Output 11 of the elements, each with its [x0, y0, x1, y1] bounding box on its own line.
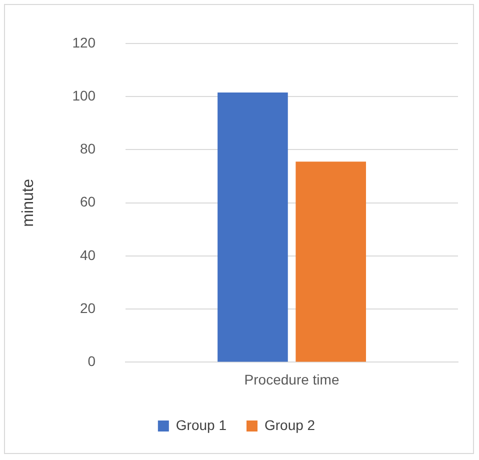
y-tick-label: 80: [80, 140, 96, 157]
y-tick-label: 0: [88, 353, 96, 370]
y-axis-title: minute: [20, 178, 38, 227]
x-tick-label: Procedure time: [244, 371, 340, 388]
y-tick-label: 20: [80, 300, 96, 316]
y-tick-label: 40: [80, 246, 96, 263]
legend-label: Group 1: [176, 416, 227, 433]
y-tick-label: 60: [80, 194, 96, 210]
y-tick-label: 120: [72, 34, 96, 50]
y-tick-label: 100: [72, 87, 96, 104]
legend-label: Group 2: [264, 416, 316, 433]
